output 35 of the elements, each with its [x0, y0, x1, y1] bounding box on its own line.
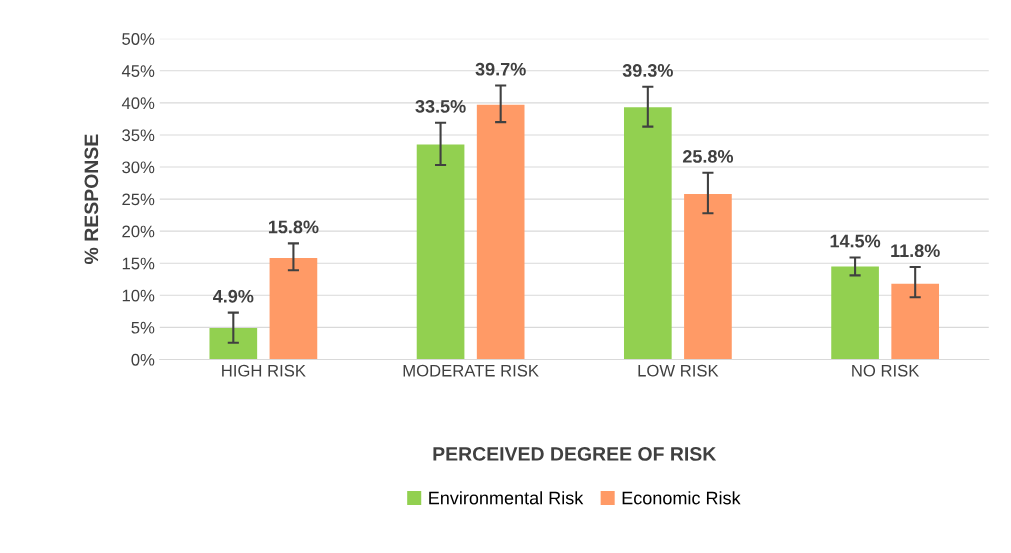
x-tick-label: NO RISK — [852, 364, 920, 377]
bar — [891, 283, 940, 360]
legend-label: Economic Risk — [622, 491, 741, 505]
y-tick-label: 30% — [122, 161, 155, 174]
bar — [269, 258, 318, 360]
x-tick-label: HIGH RISK — [222, 364, 306, 377]
data-label: 14.5% — [830, 234, 881, 248]
data-label: 33.5% — [415, 99, 466, 113]
y-tick-label: 5% — [131, 321, 155, 334]
data-label: 15.8% — [268, 220, 319, 234]
y-tick-label: 10% — [122, 289, 155, 302]
legend-label: Environmental Risk — [429, 491, 584, 505]
y-tick-label: 50% — [122, 33, 155, 45]
y-tick-label: 35% — [122, 129, 155, 142]
y-tick-label: 15% — [122, 257, 155, 270]
data-label: 39.3% — [622, 64, 673, 77]
data-label: 11.8% — [891, 244, 940, 258]
y-tick-label: 0% — [131, 353, 155, 366]
bar — [831, 266, 879, 360]
x-axis-title: PERCEIVED DEGREE OF RISK — [433, 447, 717, 461]
y-axis-title: % RESPONSE — [84, 134, 99, 264]
data-label: 39.7% — [475, 62, 526, 76]
y-tick-label: 20% — [122, 225, 155, 238]
y-tick-label: 40% — [121, 97, 155, 110]
y-tick-label: 45% — [121, 65, 155, 77]
bar — [416, 144, 465, 360]
x-tick-label: MODERATE RISK — [403, 364, 539, 377]
y-tick-label: 25% — [122, 193, 155, 206]
bar — [623, 107, 672, 360]
bar — [476, 104, 525, 360]
bar — [209, 328, 258, 360]
x-tick-label: LOW RISK — [638, 364, 719, 377]
bar — [684, 193, 732, 360]
data-label: 4.9% — [213, 289, 254, 303]
data-label: 25.8% — [682, 150, 734, 163]
